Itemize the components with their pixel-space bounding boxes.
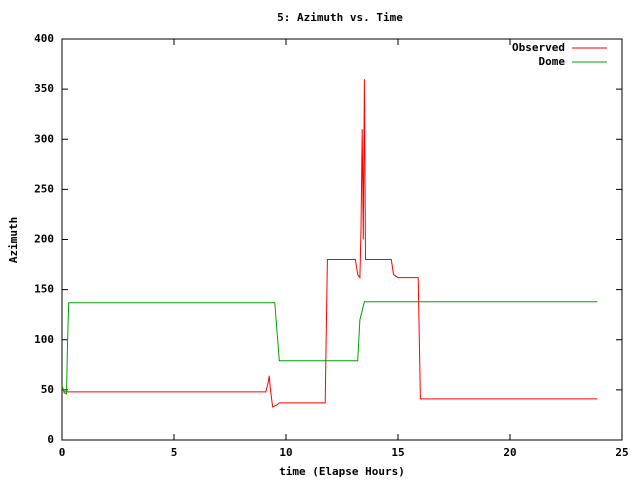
y-tick-label: 300	[34, 132, 54, 145]
plot-frame	[61, 38, 623, 441]
y-tick-label: 350	[34, 82, 54, 95]
x-tick-label: 20	[503, 446, 516, 459]
x-tick-label: 25	[615, 446, 628, 459]
data-line	[61, 301, 598, 395]
legend-label: Dome	[539, 55, 566, 68]
x-tick-label: 0	[59, 446, 66, 459]
x-tick-label: 15	[391, 446, 404, 459]
legend-label: Observed	[512, 41, 565, 54]
x-tick-label: 5	[171, 446, 178, 459]
data-line	[61, 79, 598, 408]
y-tick-label: 0	[47, 433, 54, 446]
y-tick-label: 150	[34, 283, 54, 296]
x-axis-label: time (Elapse Hours)	[279, 465, 405, 478]
x-tick-label: 10	[279, 446, 292, 459]
y-tick-label: 400	[34, 32, 54, 45]
y-tick-label: 200	[34, 233, 54, 246]
y-axis-label: Azimuth	[7, 217, 20, 263]
y-tick-label: 100	[34, 333, 54, 346]
chart-title: 5: Azimuth vs. Time	[277, 11, 403, 24]
y-tick-label: 50	[41, 383, 54, 396]
y-tick-label: 250	[34, 182, 54, 195]
